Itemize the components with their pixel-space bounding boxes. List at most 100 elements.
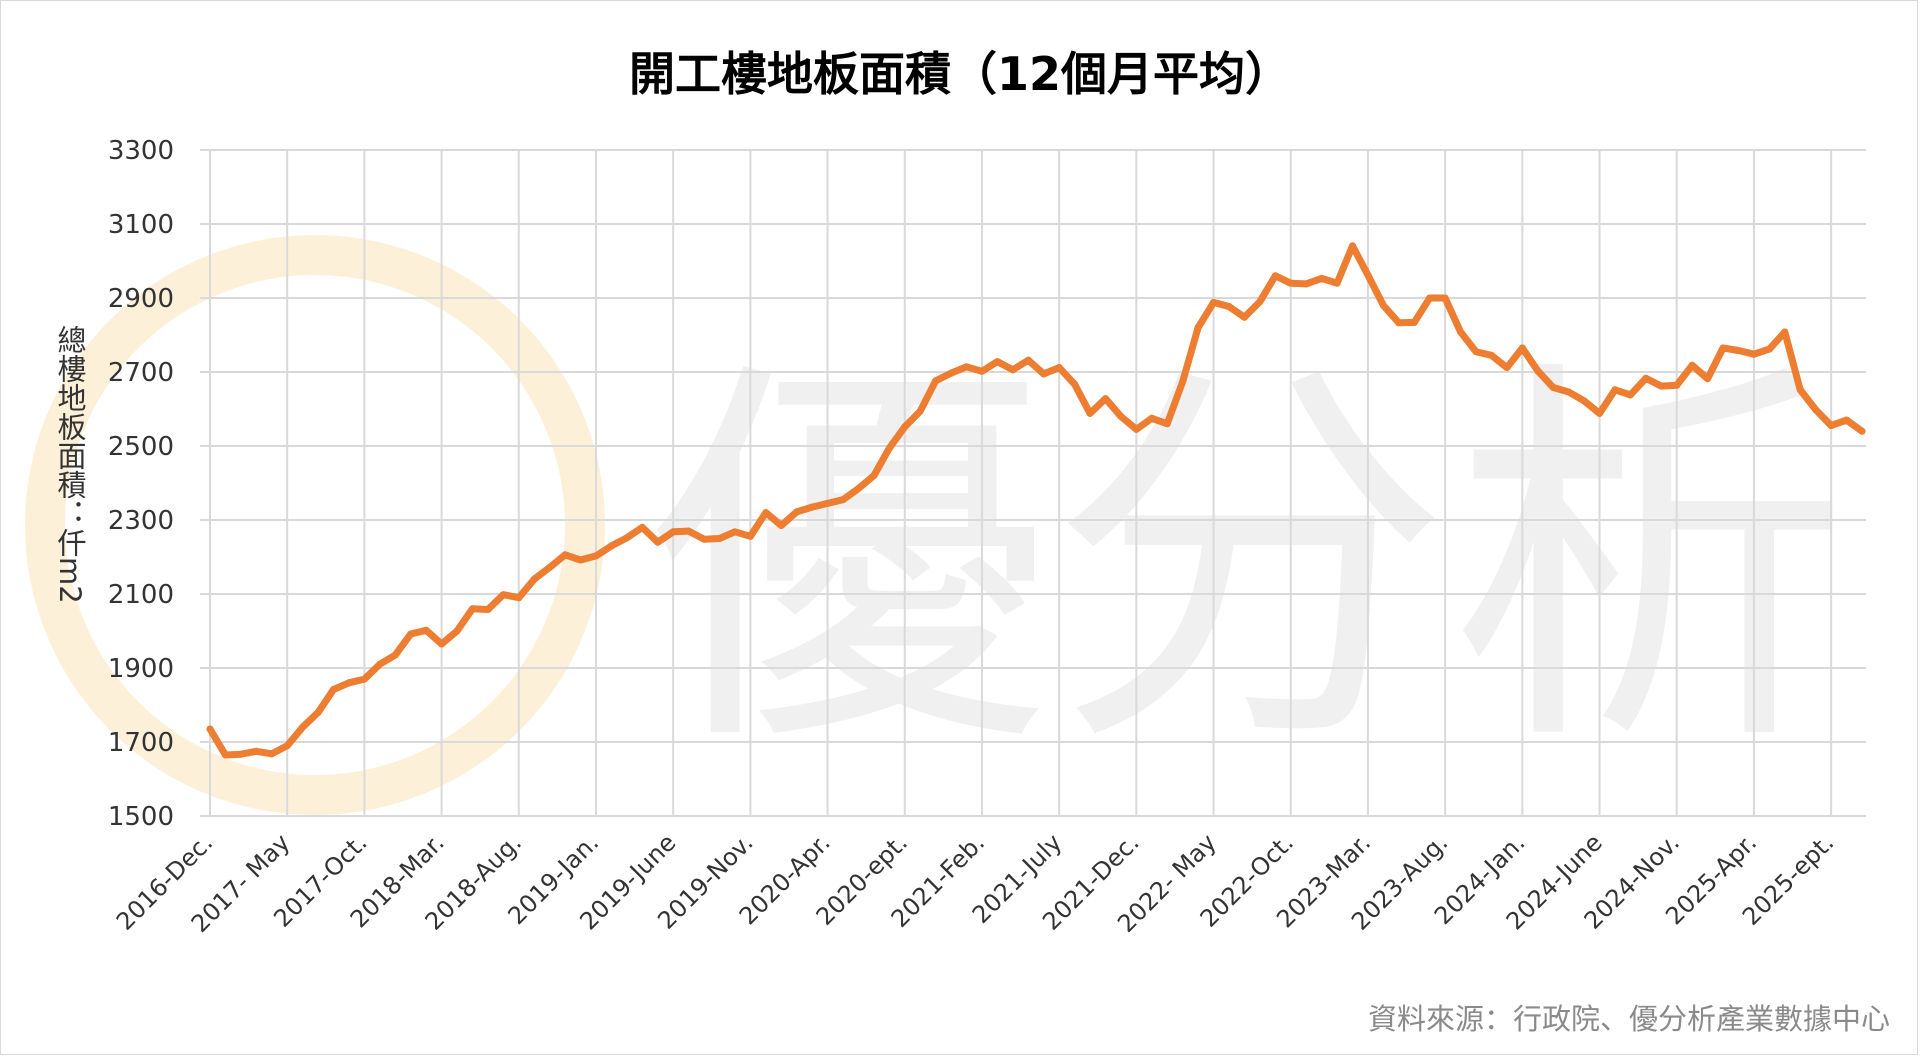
data-point xyxy=(283,742,291,750)
data-point xyxy=(1626,391,1634,399)
data-point xyxy=(1132,425,1140,433)
y-tick-label: 1900 xyxy=(108,654,174,684)
data-point xyxy=(1071,380,1079,388)
chart-title: 開工樓地板面積（12個月平均） xyxy=(628,47,1291,101)
gridlines xyxy=(200,149,1866,817)
data-point xyxy=(330,685,338,693)
data-point xyxy=(963,363,971,371)
data-point xyxy=(1287,279,1295,287)
data-point xyxy=(1302,280,1310,288)
data-point xyxy=(1055,364,1063,372)
data-point xyxy=(1101,395,1109,403)
y-axis-ticks: 1500 1700 1900 2100 2300 2500 2700 2900 3100 3300 xyxy=(108,136,174,832)
data-point xyxy=(607,542,615,550)
data-point xyxy=(546,563,554,571)
y-tick-label: 3100 xyxy=(108,210,174,240)
x-axis-ticks: 2016-Dec.2017- May2017-Oct.2018-Mar.2018… xyxy=(111,828,1839,938)
data-point xyxy=(1580,397,1588,405)
data-point xyxy=(592,552,600,560)
data-point xyxy=(1781,328,1789,336)
data-point xyxy=(1364,271,1372,279)
data-point xyxy=(1318,274,1326,282)
data-point xyxy=(854,485,862,493)
data-point xyxy=(1549,384,1557,392)
data-point xyxy=(1642,374,1650,382)
data-point xyxy=(376,660,384,668)
data-point xyxy=(1472,348,1480,356)
data-point xyxy=(1611,386,1619,394)
data-point xyxy=(1596,409,1604,417)
data-point xyxy=(808,503,816,511)
data-point xyxy=(1117,412,1125,420)
data-point xyxy=(1843,416,1851,424)
data-point xyxy=(345,679,353,687)
data-point xyxy=(1704,375,1712,383)
data-point xyxy=(1657,382,1665,390)
data-point xyxy=(638,523,646,531)
data-point xyxy=(360,675,368,683)
data-point xyxy=(1750,350,1758,358)
data-point xyxy=(901,423,909,431)
data-point xyxy=(993,358,1001,366)
data-point xyxy=(932,377,940,385)
data-point xyxy=(1858,427,1866,435)
data-point xyxy=(1240,313,1248,321)
watermark: 優分析 xyxy=(25,235,1850,815)
data-point xyxy=(1534,367,1542,375)
data-point xyxy=(1827,422,1835,430)
data-point xyxy=(1503,364,1511,372)
data-point xyxy=(391,651,399,659)
data-point xyxy=(1565,388,1573,396)
data-point xyxy=(268,750,276,758)
y-tick-label: 2700 xyxy=(108,358,174,388)
data-point xyxy=(715,535,723,542)
data-point xyxy=(1410,318,1418,326)
y-tick-label: 2500 xyxy=(108,432,174,462)
data-point xyxy=(1148,414,1156,422)
data-point xyxy=(1812,406,1820,414)
y-tick-label: 2300 xyxy=(108,506,174,536)
data-point xyxy=(1024,356,1032,364)
data-point xyxy=(1009,366,1017,374)
data-point xyxy=(1734,347,1742,355)
data-point xyxy=(1194,324,1202,332)
data-point xyxy=(654,538,662,546)
data-point xyxy=(206,725,214,733)
data-point xyxy=(1796,386,1804,394)
watermark-text: 優分析 xyxy=(650,330,1850,795)
data-point xyxy=(468,605,476,613)
data-point xyxy=(1688,361,1696,369)
data-point xyxy=(1719,344,1727,352)
data-point xyxy=(221,751,229,759)
data-point xyxy=(685,527,693,535)
data-point xyxy=(824,499,832,507)
y-tick-label: 3300 xyxy=(108,136,174,166)
data-point xyxy=(1426,294,1434,302)
y-tick-label: 1500 xyxy=(108,802,174,832)
data-point xyxy=(947,369,955,377)
data-point xyxy=(793,508,801,516)
data-point xyxy=(515,594,523,602)
data-point xyxy=(499,591,507,599)
data-point xyxy=(1441,294,1449,302)
data-point xyxy=(777,522,785,530)
data-point xyxy=(1040,370,1048,378)
data-point xyxy=(978,367,986,375)
data-point xyxy=(669,528,677,536)
data-point xyxy=(762,509,770,517)
data-point xyxy=(1333,279,1341,287)
source-note: 資料來源：行政院、優分析產業數據中心 xyxy=(1367,1002,1890,1036)
data-point xyxy=(1179,378,1187,386)
data-point xyxy=(422,626,430,634)
data-point xyxy=(1518,344,1526,352)
data-point xyxy=(870,472,878,480)
data-point xyxy=(484,606,492,614)
data-point xyxy=(1210,298,1218,306)
y-tick-label: 1700 xyxy=(108,728,174,758)
data-point xyxy=(314,708,322,716)
data-point xyxy=(1086,409,1094,417)
data-point xyxy=(916,407,924,415)
data-point xyxy=(623,534,631,542)
data-point xyxy=(700,535,708,543)
